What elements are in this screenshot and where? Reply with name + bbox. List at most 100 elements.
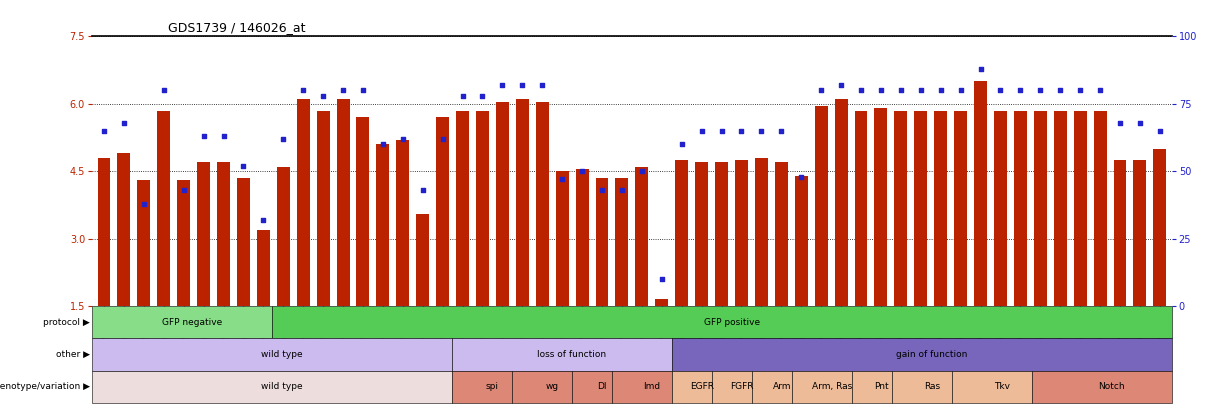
Bar xyxy=(712,371,752,403)
Text: Arm, Ras: Arm, Ras xyxy=(812,382,852,391)
Bar xyxy=(791,371,852,403)
Point xyxy=(313,92,333,99)
Bar xyxy=(336,99,350,306)
Text: Dl: Dl xyxy=(598,382,606,391)
Bar xyxy=(1034,111,1047,306)
Point xyxy=(871,87,891,94)
Point xyxy=(1031,87,1050,94)
Bar xyxy=(815,106,828,306)
Text: Tkv: Tkv xyxy=(994,382,1010,391)
Point xyxy=(153,87,173,94)
Bar xyxy=(974,81,987,306)
Text: gain of function: gain of function xyxy=(896,350,968,359)
Bar xyxy=(515,99,529,306)
Point xyxy=(134,200,153,207)
Bar xyxy=(157,111,171,306)
Bar xyxy=(456,111,469,306)
Bar xyxy=(1074,111,1087,306)
Bar xyxy=(476,111,490,306)
Bar xyxy=(1134,160,1146,306)
Text: genotype/variation ▶: genotype/variation ▶ xyxy=(0,382,90,391)
Point xyxy=(1050,87,1070,94)
Point xyxy=(1110,119,1130,126)
Bar xyxy=(852,371,892,403)
Text: loss of function: loss of function xyxy=(537,350,606,359)
Point xyxy=(891,87,910,94)
Text: Pnt: Pnt xyxy=(875,382,890,391)
Bar xyxy=(616,178,628,306)
Point xyxy=(413,187,433,193)
Point xyxy=(811,87,831,94)
Point xyxy=(194,133,213,139)
Bar xyxy=(752,371,791,403)
Bar xyxy=(1014,111,1027,306)
Point xyxy=(174,187,194,193)
Bar xyxy=(952,371,1032,403)
Point xyxy=(672,141,692,147)
Bar xyxy=(1032,371,1172,403)
Bar xyxy=(1093,111,1107,306)
Point xyxy=(910,87,930,94)
Bar xyxy=(1054,111,1066,306)
Bar xyxy=(137,180,150,306)
Bar xyxy=(377,144,389,306)
Point xyxy=(1150,128,1169,134)
Text: Imd: Imd xyxy=(643,382,660,391)
Text: other ▶: other ▶ xyxy=(56,350,90,359)
Text: Notch: Notch xyxy=(1098,382,1125,391)
Point xyxy=(254,216,274,223)
Bar xyxy=(595,178,609,306)
Point xyxy=(791,173,811,180)
Point xyxy=(772,128,791,134)
Point xyxy=(472,92,492,99)
Bar xyxy=(735,160,748,306)
Bar xyxy=(955,111,967,306)
Point xyxy=(632,168,652,175)
Bar xyxy=(774,162,788,306)
Bar xyxy=(92,338,452,371)
Bar xyxy=(572,371,612,403)
Bar xyxy=(496,102,509,306)
Point xyxy=(931,87,951,94)
Bar xyxy=(92,371,452,403)
Point xyxy=(593,187,612,193)
Point xyxy=(652,276,671,282)
Point xyxy=(533,82,552,88)
Point xyxy=(971,66,990,72)
Bar xyxy=(556,171,568,306)
Bar xyxy=(672,338,1172,371)
Point xyxy=(831,82,850,88)
Point xyxy=(433,136,453,142)
Point xyxy=(274,136,293,142)
Bar xyxy=(237,178,250,306)
Point xyxy=(1011,87,1031,94)
Bar xyxy=(1114,160,1126,306)
Point xyxy=(1070,87,1090,94)
Point xyxy=(612,187,632,193)
Point xyxy=(393,136,412,142)
Bar xyxy=(575,169,589,306)
Point xyxy=(513,82,533,88)
Bar xyxy=(655,299,669,306)
Bar xyxy=(277,167,290,306)
Point xyxy=(951,87,971,94)
Text: Arm: Arm xyxy=(773,382,791,391)
Bar xyxy=(536,102,548,306)
Bar xyxy=(894,111,907,306)
Bar xyxy=(675,160,688,306)
Bar xyxy=(914,111,928,306)
Text: spi: spi xyxy=(486,382,498,391)
Bar xyxy=(436,117,449,306)
Point xyxy=(453,92,472,99)
Text: protocol ▶: protocol ▶ xyxy=(43,318,90,326)
Bar xyxy=(795,176,807,306)
Point xyxy=(293,87,313,94)
Bar xyxy=(217,162,229,306)
Bar xyxy=(92,306,272,338)
Point xyxy=(94,128,114,134)
Point xyxy=(1130,119,1150,126)
Point xyxy=(373,141,393,147)
Bar xyxy=(715,162,728,306)
Bar xyxy=(357,117,369,306)
Point xyxy=(552,176,572,183)
